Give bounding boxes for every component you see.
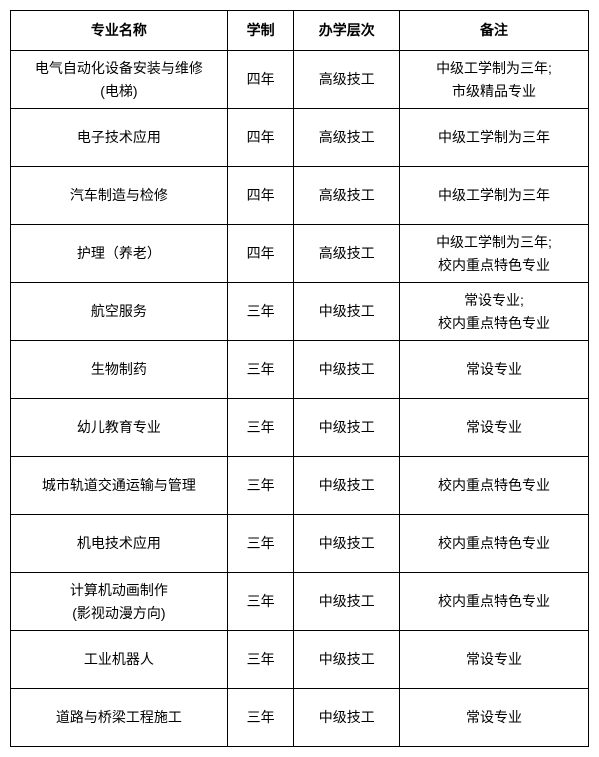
cell-remark: 中级工学制为三年 [400, 167, 589, 225]
cell-name: 护理（养老） [11, 225, 228, 283]
header-duration: 学制 [227, 11, 294, 51]
table-row: 道路与桥梁工程施工三年中级技工常设专业 [11, 689, 589, 747]
cell-duration: 三年 [227, 341, 294, 399]
table-row: 城市轨道交通运输与管理三年中级技工校内重点特色专业 [11, 457, 589, 515]
cell-name: 航空服务 [11, 283, 228, 341]
table-row: 电气自动化设备安装与维修 (电梯)四年高级技工中级工学制为三年; 市级精品专业 [11, 51, 589, 109]
cell-level: 中级技工 [294, 457, 400, 515]
cell-remark: 常设专业 [400, 631, 589, 689]
table-row: 护理（养老）四年高级技工中级工学制为三年; 校内重点特色专业 [11, 225, 589, 283]
cell-duration: 三年 [227, 573, 294, 631]
cell-remark: 中级工学制为三年; 市级精品专业 [400, 51, 589, 109]
cell-duration: 四年 [227, 109, 294, 167]
table-row: 计算机动画制作 (影视动漫方向)三年中级技工校内重点特色专业 [11, 573, 589, 631]
cell-level: 高级技工 [294, 225, 400, 283]
header-level: 办学层次 [294, 11, 400, 51]
cell-level: 中级技工 [294, 515, 400, 573]
table-row: 电子技术应用四年高级技工中级工学制为三年 [11, 109, 589, 167]
cell-remark: 校内重点特色专业 [400, 573, 589, 631]
majors-table: 专业名称 学制 办学层次 备注 电气自动化设备安装与维修 (电梯)四年高级技工中… [10, 10, 589, 747]
cell-duration: 三年 [227, 283, 294, 341]
cell-remark: 中级工学制为三年; 校内重点特色专业 [400, 225, 589, 283]
cell-name: 城市轨道交通运输与管理 [11, 457, 228, 515]
table-header-row: 专业名称 学制 办学层次 备注 [11, 11, 589, 51]
cell-name: 幼儿教育专业 [11, 399, 228, 457]
cell-name: 生物制药 [11, 341, 228, 399]
cell-level: 高级技工 [294, 51, 400, 109]
cell-remark: 常设专业 [400, 341, 589, 399]
table-row: 工业机器人三年中级技工常设专业 [11, 631, 589, 689]
cell-level: 中级技工 [294, 631, 400, 689]
cell-name: 道路与桥梁工程施工 [11, 689, 228, 747]
cell-remark: 校内重点特色专业 [400, 515, 589, 573]
cell-level: 高级技工 [294, 109, 400, 167]
cell-duration: 三年 [227, 515, 294, 573]
cell-remark: 校内重点特色专业 [400, 457, 589, 515]
cell-level: 中级技工 [294, 689, 400, 747]
cell-duration: 三年 [227, 457, 294, 515]
table-row: 幼儿教育专业三年中级技工常设专业 [11, 399, 589, 457]
cell-level: 高级技工 [294, 167, 400, 225]
table-body: 电气自动化设备安装与维修 (电梯)四年高级技工中级工学制为三年; 市级精品专业电… [11, 51, 589, 747]
cell-level: 中级技工 [294, 399, 400, 457]
table-row: 生物制药三年中级技工常设专业 [11, 341, 589, 399]
cell-duration: 三年 [227, 689, 294, 747]
cell-remark: 常设专业 [400, 689, 589, 747]
cell-name: 汽车制造与检修 [11, 167, 228, 225]
cell-name: 计算机动画制作 (影视动漫方向) [11, 573, 228, 631]
cell-name: 工业机器人 [11, 631, 228, 689]
table-row: 航空服务三年中级技工常设专业; 校内重点特色专业 [11, 283, 589, 341]
header-name: 专业名称 [11, 11, 228, 51]
cell-duration: 三年 [227, 399, 294, 457]
cell-name: 机电技术应用 [11, 515, 228, 573]
cell-name: 电子技术应用 [11, 109, 228, 167]
cell-remark: 常设专业; 校内重点特色专业 [400, 283, 589, 341]
cell-level: 中级技工 [294, 341, 400, 399]
header-remark: 备注 [400, 11, 589, 51]
cell-level: 中级技工 [294, 573, 400, 631]
cell-level: 中级技工 [294, 283, 400, 341]
cell-name: 电气自动化设备安装与维修 (电梯) [11, 51, 228, 109]
cell-remark: 常设专业 [400, 399, 589, 457]
cell-duration: 四年 [227, 51, 294, 109]
cell-remark: 中级工学制为三年 [400, 109, 589, 167]
table-row: 机电技术应用三年中级技工校内重点特色专业 [11, 515, 589, 573]
cell-duration: 四年 [227, 167, 294, 225]
cell-duration: 三年 [227, 631, 294, 689]
table-row: 汽车制造与检修四年高级技工中级工学制为三年 [11, 167, 589, 225]
cell-duration: 四年 [227, 225, 294, 283]
